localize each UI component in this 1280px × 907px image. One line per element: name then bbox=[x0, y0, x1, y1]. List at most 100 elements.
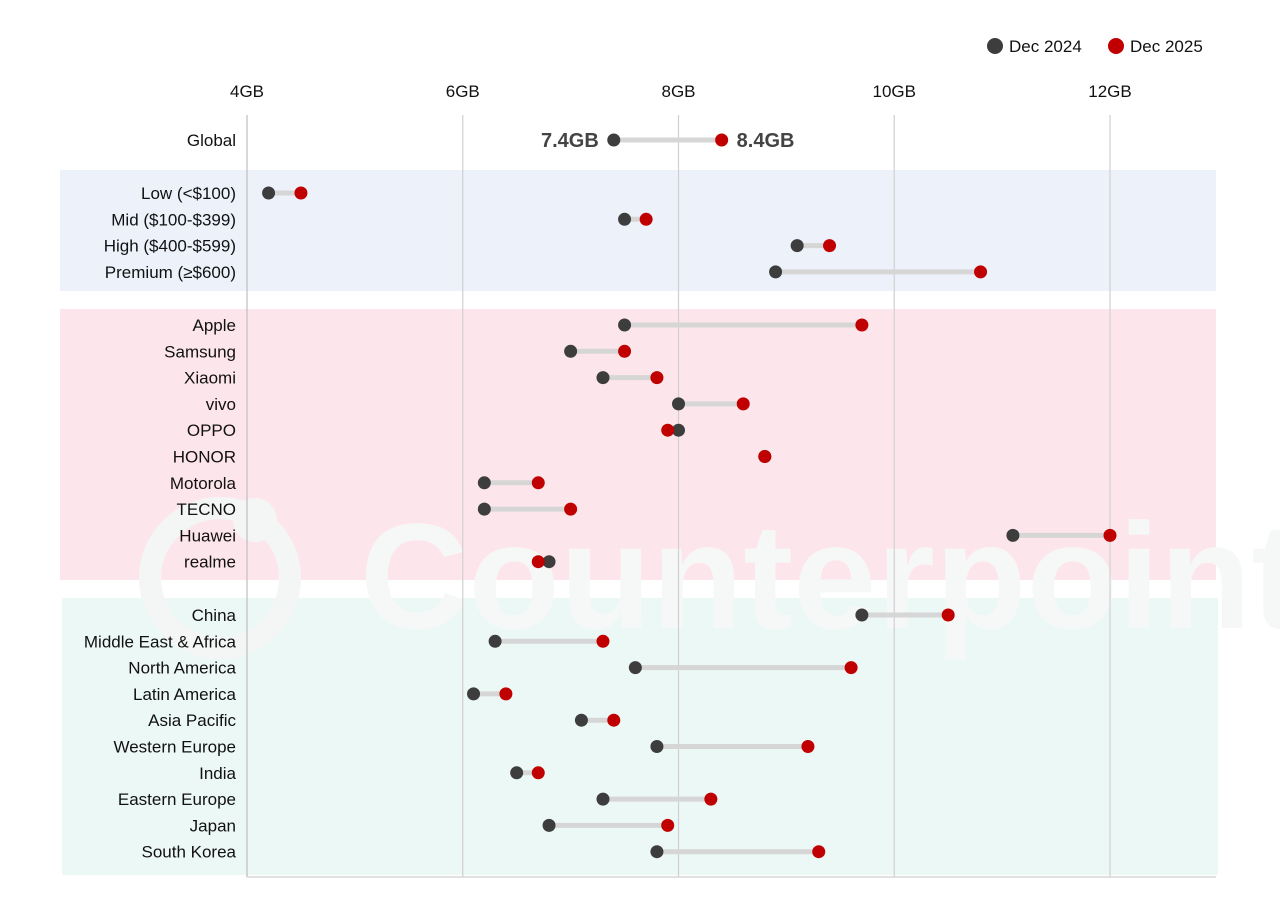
dot-2025 bbox=[736, 397, 750, 411]
x-tick-label: 12GB bbox=[1088, 82, 1131, 101]
category-label: Middle East & Africa bbox=[84, 632, 237, 651]
dot-2024 bbox=[855, 608, 869, 622]
category-label: Western Europe bbox=[113, 738, 236, 757]
dot-2025 bbox=[596, 634, 610, 648]
dot-2025 bbox=[661, 423, 675, 437]
legend-item-dec-2024: Dec 2024 bbox=[987, 37, 1082, 56]
row-tecno: TECNO bbox=[177, 500, 578, 519]
dot-2025 bbox=[531, 555, 545, 569]
category-label: Premium (≥$600) bbox=[105, 263, 236, 282]
watermark-text: Counterpoint bbox=[360, 492, 1280, 660]
row-vivo: vivo bbox=[206, 395, 750, 414]
x-tick-label: 10GB bbox=[873, 82, 916, 101]
dot-2025 bbox=[974, 265, 988, 279]
row-global: Global 7.4GB 8.4GB bbox=[187, 130, 795, 152]
dot-2025 bbox=[294, 186, 308, 200]
dot-2024 bbox=[650, 845, 664, 859]
dot-2024 bbox=[596, 371, 610, 385]
dot-2025 bbox=[531, 766, 545, 780]
dot-2025 bbox=[758, 450, 772, 463]
category-label: Eastern Europe bbox=[118, 790, 236, 809]
gridlines bbox=[246, 115, 1216, 878]
dot-2025 bbox=[607, 713, 621, 727]
category-label: Global bbox=[187, 131, 236, 150]
dot-2025 bbox=[855, 318, 869, 332]
row-xiaomi: Xiaomi bbox=[184, 369, 664, 388]
chart-rows: Global 7.4GB 8.4GB Low (<$100) Mid ($100-$39… bbox=[84, 130, 1117, 862]
row-china: China bbox=[192, 606, 955, 625]
legend-item-dec-2025: Dec 2025 bbox=[1108, 37, 1203, 56]
row-middle-east-africa: Middle East & Africa bbox=[84, 632, 610, 651]
row-honor: HONOR bbox=[173, 448, 772, 467]
legend: Dec 2024 Dec 2025 bbox=[987, 37, 1203, 56]
category-label: North America bbox=[128, 659, 236, 678]
category-label: Xiaomi bbox=[184, 369, 236, 388]
row-japan: Japan bbox=[190, 816, 675, 835]
x-tick-label: 8GB bbox=[661, 82, 695, 101]
dot-2025 bbox=[564, 502, 578, 516]
row-huawei: Huawei bbox=[179, 526, 1117, 545]
category-label: Huawei bbox=[179, 526, 236, 545]
category-label: India bbox=[199, 764, 236, 783]
dot-2024 bbox=[510, 766, 524, 780]
dot-2025 bbox=[704, 792, 718, 806]
row-high-400-599: High ($400-$599) bbox=[104, 237, 837, 256]
dot-2024 bbox=[262, 186, 276, 200]
x-tick-label: 4GB bbox=[230, 82, 264, 101]
dot-2025 bbox=[639, 212, 653, 226]
dot-2025 bbox=[801, 740, 815, 753]
dot-2024 bbox=[1006, 528, 1020, 542]
legend-label: Dec 2024 bbox=[1009, 37, 1082, 56]
dot-2024 bbox=[672, 397, 685, 411]
dot-2024 bbox=[618, 212, 632, 226]
legend-swatch bbox=[1108, 38, 1124, 54]
x-axis-ticks: 4GB 6GB 8GB 10GB 12GB bbox=[230, 82, 1132, 101]
watermark-logo: Counterpoint bbox=[139, 492, 1280, 660]
category-label: realme bbox=[184, 553, 236, 572]
row-western-europe: Western Europe bbox=[113, 738, 815, 757]
dot-2024 bbox=[574, 713, 588, 727]
dot-2025 bbox=[812, 845, 826, 859]
row-mid-100-399: Mid ($100-$399) bbox=[111, 210, 653, 229]
category-label: High ($400-$599) bbox=[104, 237, 236, 256]
legend-label: Dec 2025 bbox=[1130, 37, 1203, 56]
category-label: Samsung bbox=[164, 342, 236, 361]
row-eastern-europe: Eastern Europe bbox=[118, 790, 718, 809]
dot-2024 bbox=[467, 687, 481, 701]
row-asia-pacific: Asia Pacific bbox=[148, 711, 621, 730]
dot-2024 bbox=[790, 239, 804, 253]
dot-2025 bbox=[661, 818, 675, 832]
dot-2024 bbox=[607, 133, 621, 147]
row-north-america: North America bbox=[128, 659, 858, 678]
row-oppo: OPPO bbox=[187, 421, 685, 440]
row-south-korea: South Korea bbox=[141, 843, 826, 862]
global-label-2024: 7.4GB bbox=[541, 130, 599, 152]
dot-2024 bbox=[477, 476, 491, 490]
category-label: Asia Pacific bbox=[148, 711, 236, 730]
category-label: OPPO bbox=[187, 421, 236, 440]
dot-2024 bbox=[542, 555, 556, 569]
watermark-dot bbox=[233, 498, 277, 542]
row-motorola: Motorola bbox=[170, 474, 545, 493]
dot-2025 bbox=[941, 608, 955, 622]
category-label: Latin America bbox=[133, 685, 237, 704]
dot-2025 bbox=[650, 371, 664, 385]
dot-2025 bbox=[1103, 528, 1117, 542]
row-apple: Apple bbox=[193, 316, 869, 335]
band-price bbox=[60, 170, 1216, 291]
row-samsung: Samsung bbox=[164, 342, 632, 361]
dot-2024 bbox=[769, 265, 783, 279]
dot-2024 bbox=[564, 344, 578, 358]
dot-2024 bbox=[488, 634, 502, 648]
dot-2024 bbox=[596, 792, 610, 806]
category-label: Apple bbox=[193, 316, 236, 335]
dot-2025 bbox=[618, 344, 632, 358]
dot-2025 bbox=[715, 133, 729, 147]
category-label: Low (<$100) bbox=[141, 184, 236, 203]
dot-2025 bbox=[531, 476, 545, 490]
dot-2025 bbox=[844, 661, 858, 675]
dot-2025 bbox=[499, 687, 513, 701]
legend-swatch bbox=[987, 38, 1003, 54]
category-label: Motorola bbox=[170, 474, 237, 493]
